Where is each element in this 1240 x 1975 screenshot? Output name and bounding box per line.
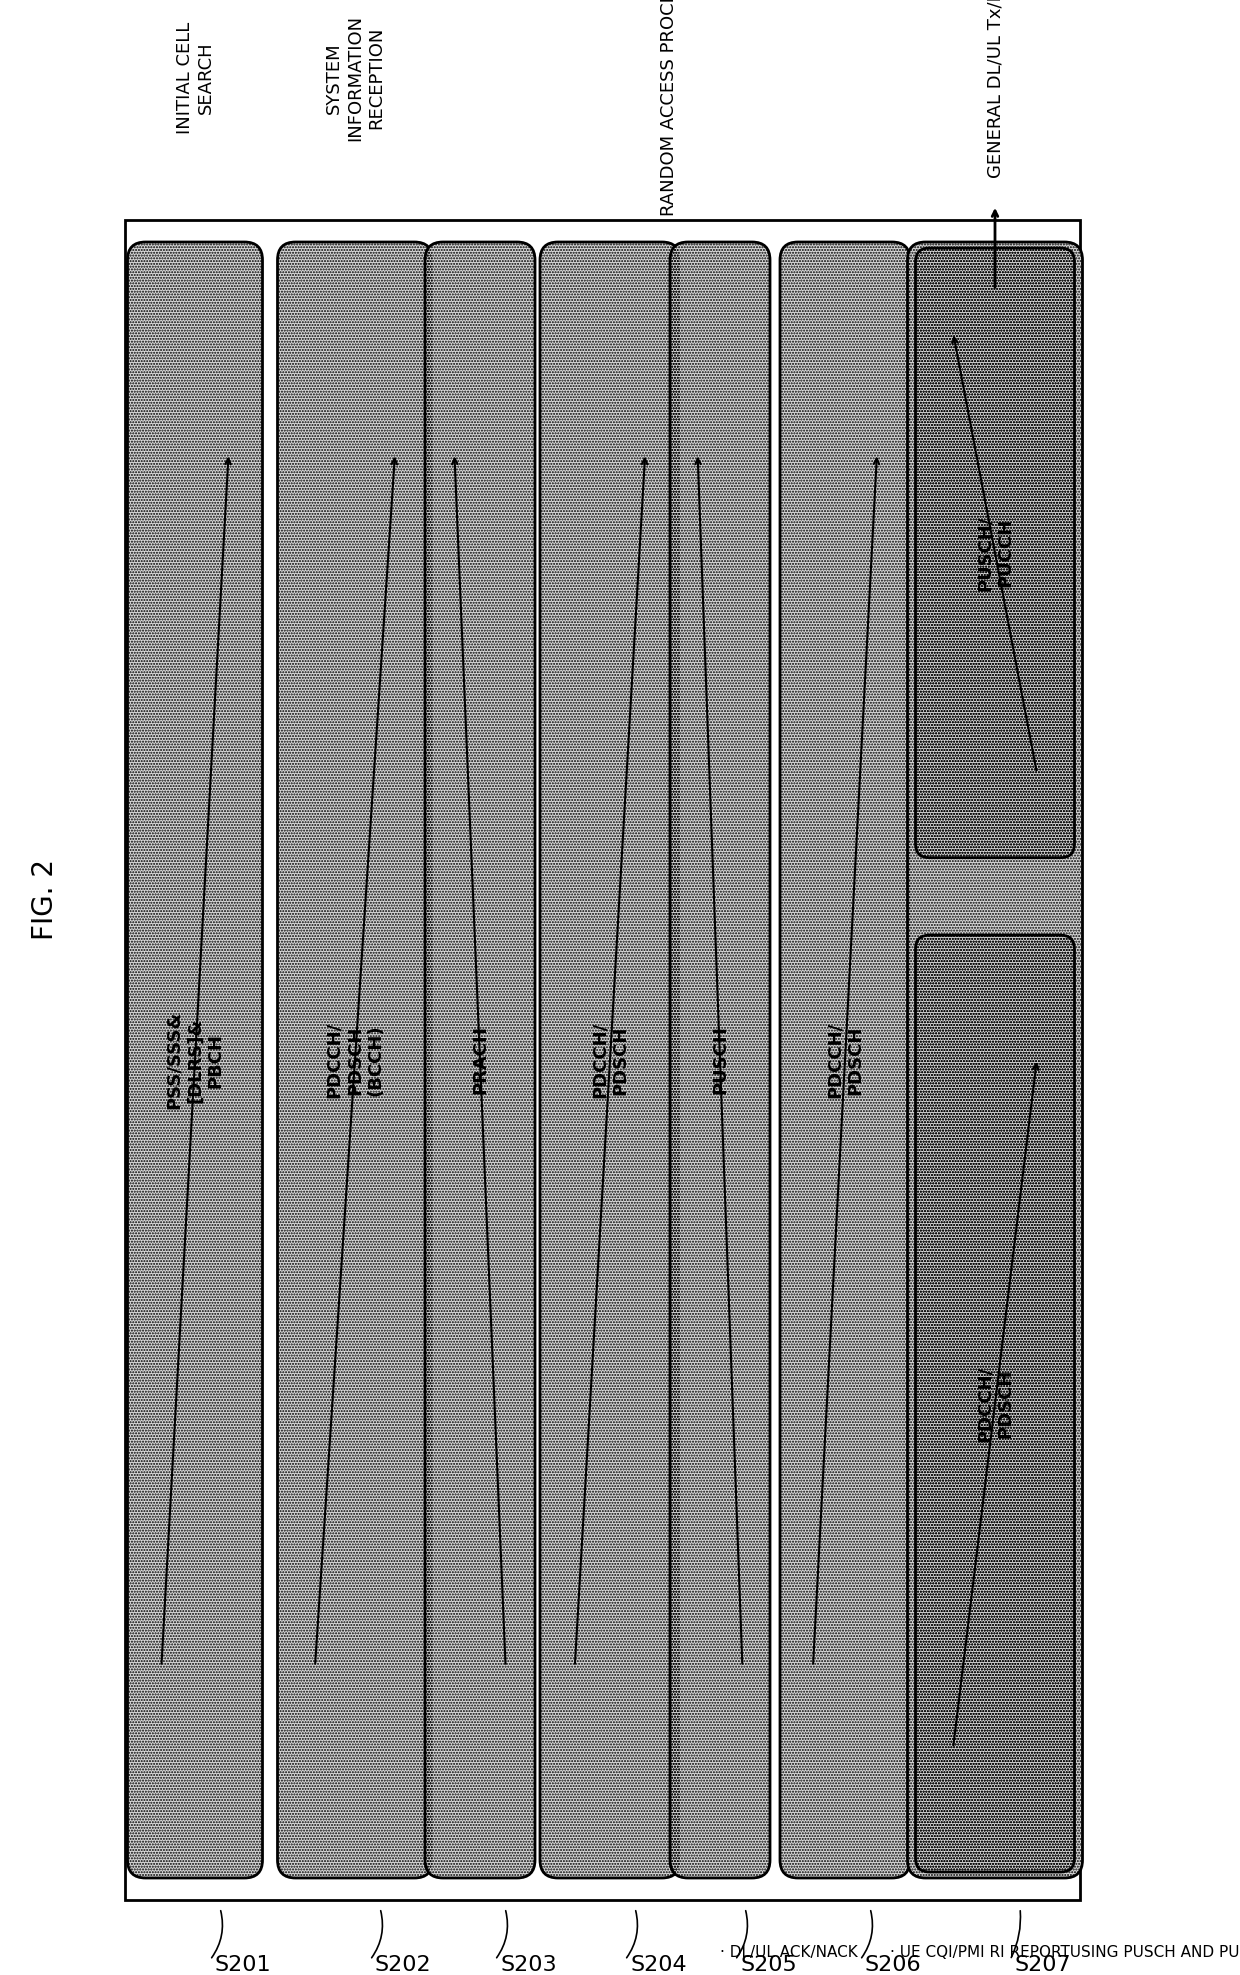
Text: S205: S205 [740, 1955, 797, 1975]
Text: INITIAL CELL
SEARCH: INITIAL CELL SEARCH [176, 22, 215, 134]
Text: RANDOM ACCESS PROCEDURE: RANDOM ACCESS PROCEDURE [660, 0, 677, 215]
FancyBboxPatch shape [780, 243, 910, 1878]
Text: USING PUSCH AND PUCCH: USING PUSCH AND PUCCH [1060, 1945, 1240, 1959]
Text: PSS/SSS&
[DLRS]&
PBCH: PSS/SSS& [DLRS]& PBCH [165, 1011, 224, 1110]
Text: S204: S204 [630, 1955, 687, 1975]
FancyBboxPatch shape [425, 243, 534, 1878]
FancyBboxPatch shape [915, 934, 1075, 1872]
Bar [125, 219, 1080, 1900]
Text: S206: S206 [866, 1955, 921, 1975]
Text: FIG. 2: FIG. 2 [31, 859, 60, 940]
Text: SYSTEM
INFORMATION
RECEPTION: SYSTEM INFORMATION RECEPTION [325, 16, 384, 140]
FancyBboxPatch shape [915, 249, 1075, 857]
FancyBboxPatch shape [908, 243, 1083, 1878]
Text: PDCCH/
PDSCH: PDCCH/ PDSCH [826, 1021, 864, 1098]
Text: PRACH: PRACH [471, 1025, 489, 1094]
Text: PUSCH/
PUCCH: PUSCH/ PUCCH [976, 515, 1014, 591]
Text: · DL/UL ACK/NACK: · DL/UL ACK/NACK [720, 1945, 858, 1959]
Text: PDCCH/
PDSCH: PDCCH/ PDSCH [590, 1021, 630, 1098]
Text: S201: S201 [215, 1955, 272, 1975]
Text: S207: S207 [1016, 1955, 1071, 1975]
FancyBboxPatch shape [128, 243, 263, 1878]
Text: · UE CQI/PMI RI REPORT: · UE CQI/PMI RI REPORT [890, 1945, 1070, 1959]
Text: PUSCH: PUSCH [711, 1025, 729, 1094]
FancyBboxPatch shape [539, 243, 680, 1878]
Text: PDCCH/
PDSCH
(BCCH): PDCCH/ PDSCH (BCCH) [325, 1021, 384, 1098]
Text: S203: S203 [500, 1955, 557, 1975]
Text: S202: S202 [374, 1955, 432, 1975]
Text: PDCCH/
PDSCH: PDCCH/ PDSCH [976, 1365, 1014, 1442]
FancyBboxPatch shape [278, 243, 433, 1878]
FancyBboxPatch shape [670, 243, 770, 1878]
Text: GENERAL DL/UL Tx/Rx: GENERAL DL/UL Tx/Rx [986, 0, 1004, 178]
